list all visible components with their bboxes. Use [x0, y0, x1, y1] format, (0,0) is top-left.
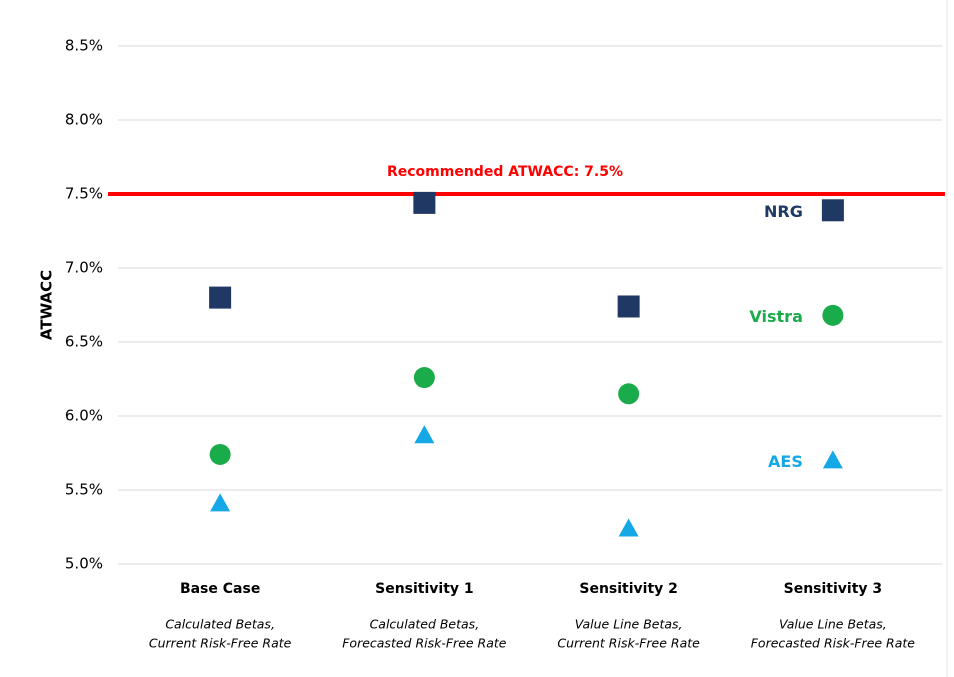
- category-note: Value Line Betas,: [779, 617, 887, 632]
- x-tick-label: Sensitivity 1: [375, 581, 474, 597]
- y-tick-label: 5.5%: [65, 481, 103, 499]
- category-note: Forecasted Risk-Free Rate: [751, 636, 916, 651]
- reference-label: Recommended ATWACC: 7.5%: [387, 164, 623, 180]
- marker-triangle: [618, 518, 639, 537]
- legend-label: Vistra: [749, 307, 802, 326]
- y-tick-label: 8.0%: [65, 111, 103, 129]
- x-tick-label: Sensitivity 3: [784, 581, 883, 597]
- x-tick-label: Base Case: [180, 581, 260, 597]
- marker-square: [209, 286, 232, 309]
- marker-square: [821, 199, 844, 222]
- legend-label: NRG: [764, 202, 803, 221]
- legend-label: AES: [768, 452, 803, 471]
- category-note: Value Line Betas,: [575, 617, 683, 632]
- x-tick-label: Sensitivity 2: [579, 581, 678, 597]
- y-tick-label: 5.0%: [65, 555, 103, 573]
- marker-circle: [209, 443, 231, 465]
- marker-circle: [822, 304, 844, 326]
- y-axis-title: ATWACC: [38, 270, 56, 340]
- y-tick-label: 7.5%: [65, 185, 103, 203]
- y-tick-label: 8.5%: [65, 37, 103, 55]
- marker-square: [413, 191, 436, 214]
- marker-triangle: [822, 450, 843, 469]
- category-note: Current Risk-Free Rate: [557, 636, 700, 651]
- marker-circle: [413, 367, 435, 389]
- marker-square: [617, 295, 640, 318]
- category-note: Calculated Betas,: [370, 617, 480, 632]
- marker-triangle: [210, 493, 231, 512]
- y-tick-label: 7.0%: [65, 259, 103, 277]
- marker-triangle: [414, 425, 435, 444]
- marker-circle: [618, 383, 640, 405]
- category-note: Forecasted Risk-Free Rate: [342, 636, 507, 651]
- y-tick-label: 6.0%: [65, 407, 103, 425]
- y-tick-label: 6.5%: [65, 333, 103, 351]
- category-note: Calculated Betas,: [165, 617, 275, 632]
- category-note: Current Risk-Free Rate: [149, 636, 292, 651]
